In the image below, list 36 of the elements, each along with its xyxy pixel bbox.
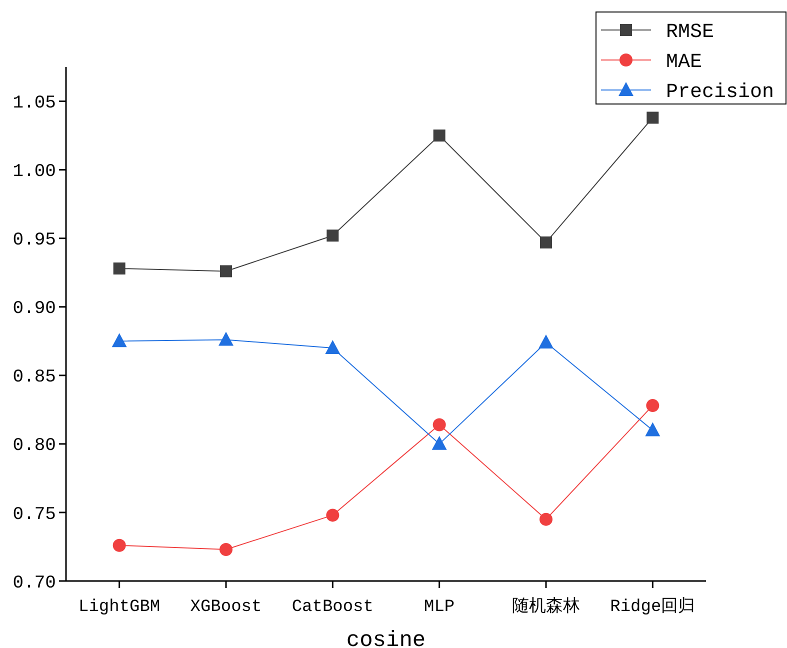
x-tick-label: Ridge回归 — [610, 597, 696, 617]
point — [540, 512, 552, 526]
point — [112, 333, 127, 348]
y-tick-label: 0.70 — [12, 573, 56, 594]
point — [540, 236, 552, 248]
point — [433, 130, 446, 142]
point — [112, 538, 126, 552]
point — [432, 418, 446, 432]
y-tick-label: 0.90 — [12, 299, 56, 320]
point — [645, 422, 660, 436]
point — [220, 542, 232, 556]
y-tick-label: 0.85 — [12, 368, 56, 388]
y-tick-label: 1.00 — [12, 162, 56, 182]
legend-label: MAE — [666, 51, 702, 74]
y-tick-label: 0.75 — [12, 504, 56, 525]
point — [646, 399, 660, 412]
point — [538, 334, 554, 349]
point — [432, 436, 447, 450]
point — [646, 112, 659, 124]
x-tick-label: MLP — [424, 598, 455, 617]
point — [218, 332, 234, 346]
point — [326, 230, 339, 242]
x-tick-label: 随机森林 — [512, 597, 580, 617]
point — [220, 265, 232, 278]
legend-label: RMSE — [666, 21, 714, 44]
x-axis-title: cosine — [346, 628, 426, 648]
legend-label: Precision — [666, 81, 774, 104]
x-tick-label: XGBoost — [190, 598, 262, 617]
x-tick-label: CatBoost — [292, 598, 374, 617]
point — [325, 340, 340, 354]
y-tick-label: 0.80 — [12, 436, 56, 456]
point — [326, 508, 340, 522]
x-tick-label: LightGBM — [78, 598, 160, 617]
y-tick-label: 1.05 — [12, 94, 56, 114]
y-tick-label: 0.95 — [12, 230, 56, 251]
point — [113, 262, 126, 274]
